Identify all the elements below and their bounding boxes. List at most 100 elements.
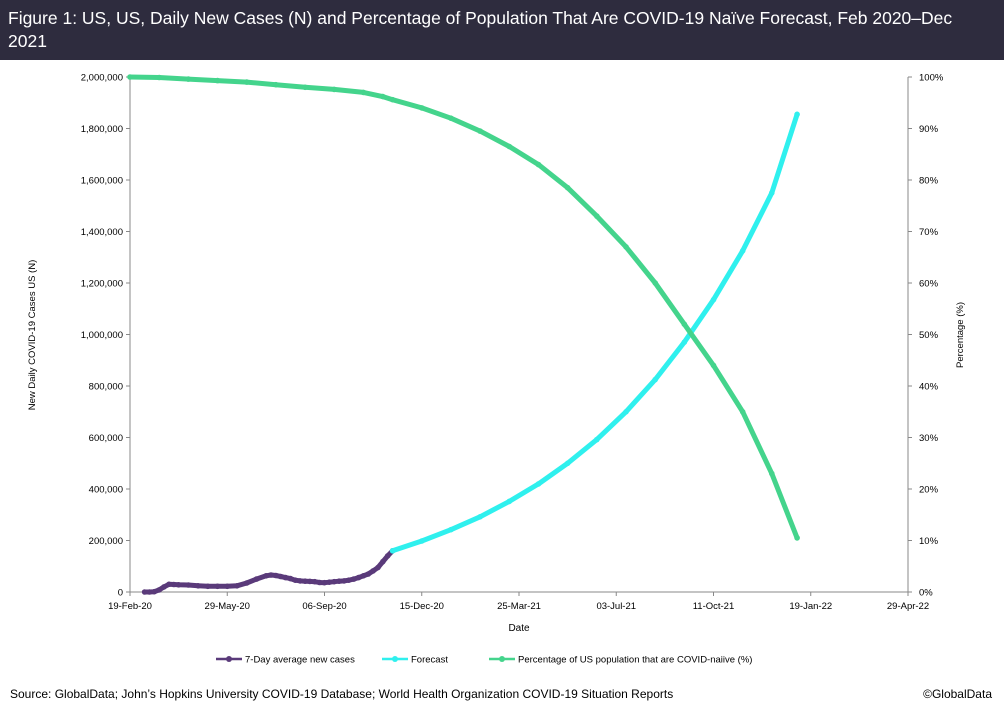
- legend-label-3: Percentage of US population that are COV…: [518, 655, 752, 666]
- source-note: Source: GlobalData; John’s Hopkins Unive…: [10, 687, 674, 701]
- legend-label-1: 7-Day average new cases: [245, 655, 355, 666]
- data-point: [243, 79, 250, 85]
- data-point: [214, 77, 221, 84]
- data-point: [419, 538, 425, 544]
- data-point: [506, 143, 513, 150]
- data-point: [214, 583, 221, 590]
- y2-tick-label: 10%: [919, 536, 939, 547]
- data-point: [151, 588, 158, 595]
- data-point: [287, 575, 294, 582]
- y2-axis-title: Percentage (%): [955, 302, 966, 368]
- data-point: [253, 576, 260, 582]
- y-axis-title: New Daily COVID-19 Cases US (N): [27, 260, 38, 410]
- y-tick-label: 400,000: [89, 485, 123, 496]
- data-point: [448, 115, 454, 121]
- data-point: [535, 161, 542, 168]
- data-point: [297, 578, 304, 584]
- data-point: [141, 589, 148, 595]
- data-point: [195, 583, 201, 589]
- data-point: [360, 573, 367, 579]
- y2-tick-label: 80%: [919, 176, 939, 187]
- data-point: [769, 470, 775, 477]
- x-tick-label: 25-Mar-21: [497, 601, 541, 612]
- data-point: [389, 96, 396, 103]
- data-point: [506, 498, 513, 505]
- data-point: [564, 460, 571, 467]
- data-point: [263, 573, 269, 579]
- data-point: [273, 572, 279, 579]
- data-point: [355, 574, 362, 581]
- legend-marker-1: [226, 656, 232, 662]
- legend-label-2: Forecast: [411, 655, 448, 666]
- chart: 0 200,000 400,000 600,000 800,000 1,000,000 1,…: [27, 73, 966, 666]
- data-point: [652, 376, 658, 383]
- y-tick-label: 1,600,000: [81, 176, 123, 187]
- data-point: [419, 105, 425, 111]
- data-point: [234, 583, 240, 589]
- data-point: [341, 578, 347, 584]
- y-tick-label: 1,000,000: [81, 330, 123, 341]
- y2-tick-label: 50%: [919, 330, 939, 341]
- data-point: [594, 436, 600, 443]
- x-tick-label: 11-Oct-21: [693, 601, 735, 612]
- data-point: [243, 580, 250, 586]
- y-tick-label: 800,000: [89, 382, 123, 393]
- y-tick-label: 200,000: [89, 536, 123, 547]
- data-point: [535, 481, 542, 487]
- data-point: [623, 244, 629, 250]
- y2-tick-label: 70%: [919, 227, 939, 238]
- data-point: [336, 578, 342, 584]
- data-point: [146, 589, 153, 595]
- series-line-2: [390, 111, 800, 554]
- data-point: [739, 409, 746, 415]
- data-point: [380, 93, 386, 100]
- data-point: [302, 84, 308, 91]
- data-point: [277, 573, 284, 580]
- data-point: [594, 213, 600, 219]
- data-point: [331, 86, 338, 93]
- data-point: [477, 514, 483, 520]
- data-point: [185, 76, 192, 82]
- y-tick-label: 1,400,000: [81, 227, 123, 238]
- y2-tick-label: 90%: [919, 124, 939, 135]
- data-point: [273, 81, 279, 88]
- data-point: [681, 339, 688, 346]
- data-point: [710, 296, 717, 303]
- labels-layer: Date New Daily COVID-19 Cases US (N) Per…: [27, 260, 966, 634]
- data-point: [282, 574, 289, 581]
- data-point: [375, 564, 381, 571]
- x-tick-label: 19-Jan-22: [789, 601, 832, 612]
- data-point: [302, 578, 308, 584]
- x-tick-label: 06-Sep-20: [302, 601, 346, 612]
- data-point: [380, 558, 386, 565]
- legend-marker-2: [392, 656, 398, 662]
- x-tick-label: 29-Apr-22: [887, 601, 929, 612]
- data-point: [321, 579, 328, 586]
- y2-tick-label: 40%: [919, 382, 939, 393]
- x-tick-label: 29-May-20: [205, 601, 250, 612]
- x-tick-label: 03-Jul-21: [596, 601, 636, 612]
- data-point: [350, 576, 357, 582]
- data-point: [623, 409, 629, 415]
- chart-title: Figure 1: US, US, Daily New Cases (N) an…: [8, 8, 953, 51]
- y-tick-label: 1,200,000: [81, 279, 123, 290]
- y-tick-label: 600,000: [89, 433, 123, 444]
- data-point: [205, 583, 211, 590]
- data-point: [360, 89, 367, 96]
- data-point: [710, 362, 717, 369]
- y-tick-label: 0: [118, 588, 123, 599]
- data-point: [185, 582, 192, 588]
- x-axis-title: Date: [508, 623, 530, 634]
- data-point: [794, 535, 800, 541]
- data-point: [224, 583, 231, 590]
- data-point: [389, 548, 396, 554]
- axes-layer: 0 200,000 400,000 600,000 800,000 1,000,000 1,…: [81, 73, 944, 613]
- y2-tick-label: 60%: [919, 279, 939, 290]
- x-tick-label: 19-Feb-20: [108, 601, 152, 612]
- data-point: [477, 128, 483, 134]
- data-point: [448, 526, 454, 533]
- data-point: [346, 577, 352, 583]
- data-point: [156, 74, 162, 81]
- data-point: [161, 584, 167, 590]
- title-banner: Figure 1: US, US, Daily New Cases (N) an…: [0, 0, 1004, 60]
